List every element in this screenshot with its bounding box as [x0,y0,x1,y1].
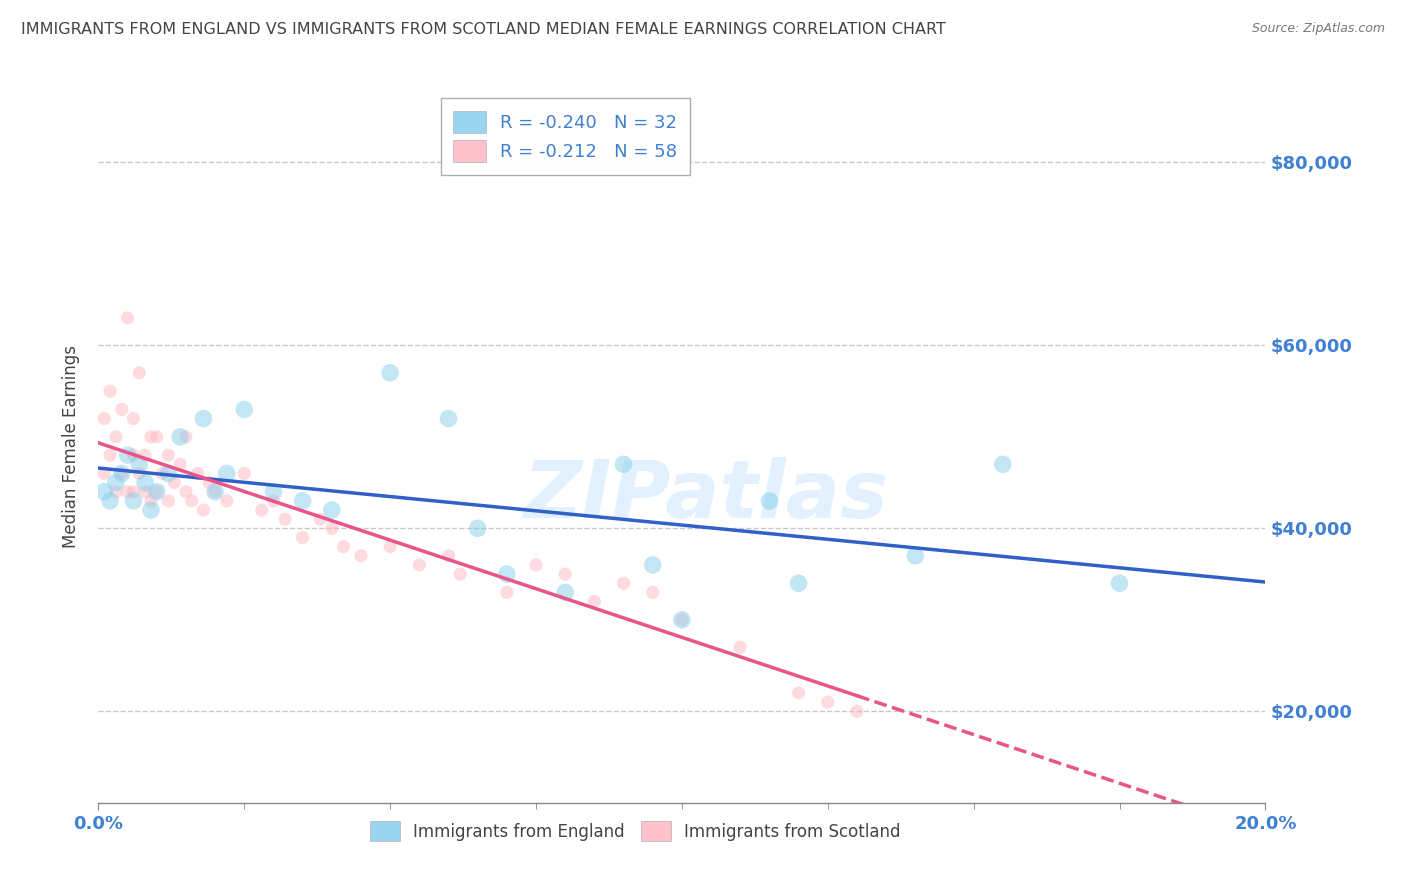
Point [524,558,547,572]
Point [163,475,186,490]
Point [111,402,134,417]
Point [193,411,215,425]
Point [174,430,197,444]
Point [309,512,332,526]
Point [193,503,215,517]
Point [583,594,606,608]
Point [104,430,127,444]
Point [215,494,238,508]
Point [612,576,634,591]
Point [128,458,150,472]
Point [157,448,180,462]
Point [180,494,202,508]
Point [146,430,169,444]
Point [671,613,693,627]
Point [787,576,810,591]
Point [93,467,115,481]
Point [233,467,256,481]
Point [496,567,519,582]
Point [93,411,115,425]
Point [122,494,145,508]
Point [128,467,150,481]
Point [641,585,664,599]
Point [204,484,226,499]
Point [380,366,402,380]
Point [139,503,162,517]
Point [146,484,169,499]
Point [291,531,314,545]
Point [321,503,343,517]
Point [641,558,664,572]
Point [157,467,180,481]
Point [496,585,519,599]
Point [169,458,191,472]
Point [612,458,634,472]
Point [671,613,693,627]
Point [204,484,226,499]
Point [274,512,297,526]
Y-axis label: Median Female Earnings: Median Female Earnings [62,344,80,548]
Point [437,411,460,425]
Point [117,448,139,462]
Point [134,448,156,462]
Point [169,430,191,444]
Point [93,484,115,499]
Text: IMMIGRANTS FROM ENGLAND VS IMMIGRANTS FROM SCOTLAND MEDIAN FEMALE EARNINGS CORRE: IMMIGRANTS FROM ENGLAND VS IMMIGRANTS FR… [21,22,946,37]
Point [157,494,180,508]
Point [117,484,139,499]
Legend: Immigrants from England, Immigrants from Scotland: Immigrants from England, Immigrants from… [363,814,908,848]
Point [146,484,169,499]
Point [437,549,460,563]
Point [104,484,127,499]
Point [846,704,869,718]
Point [111,467,134,481]
Point [98,494,121,508]
Point [215,467,238,481]
Text: Source: ZipAtlas.com: Source: ZipAtlas.com [1251,22,1385,36]
Point [758,494,780,508]
Point [152,467,174,481]
Point [117,310,139,325]
Point [467,521,489,535]
Point [122,448,145,462]
Point [554,567,576,582]
Point [174,484,197,499]
Point [262,484,284,499]
Point [332,540,354,554]
Point [250,503,273,517]
Point [139,494,162,508]
Point [321,521,343,535]
Point [198,475,221,490]
Point [730,640,752,655]
Point [111,467,134,481]
Point [817,695,839,709]
Point [449,567,471,582]
Point [1108,576,1130,591]
Point [291,494,314,508]
Point [350,549,373,563]
Text: ZIPatlas: ZIPatlas [523,457,887,535]
Point [408,558,430,572]
Point [380,540,402,554]
Point [187,467,209,481]
Point [104,475,127,490]
Point [122,411,145,425]
Point [98,448,121,462]
Point [554,585,576,599]
Point [787,686,810,700]
Point [134,475,156,490]
Point [128,366,150,380]
Point [134,484,156,499]
Point [904,549,927,563]
Point [991,458,1014,472]
Point [262,494,284,508]
Point [98,384,121,398]
Point [233,402,256,417]
Point [139,430,162,444]
Point [122,484,145,499]
